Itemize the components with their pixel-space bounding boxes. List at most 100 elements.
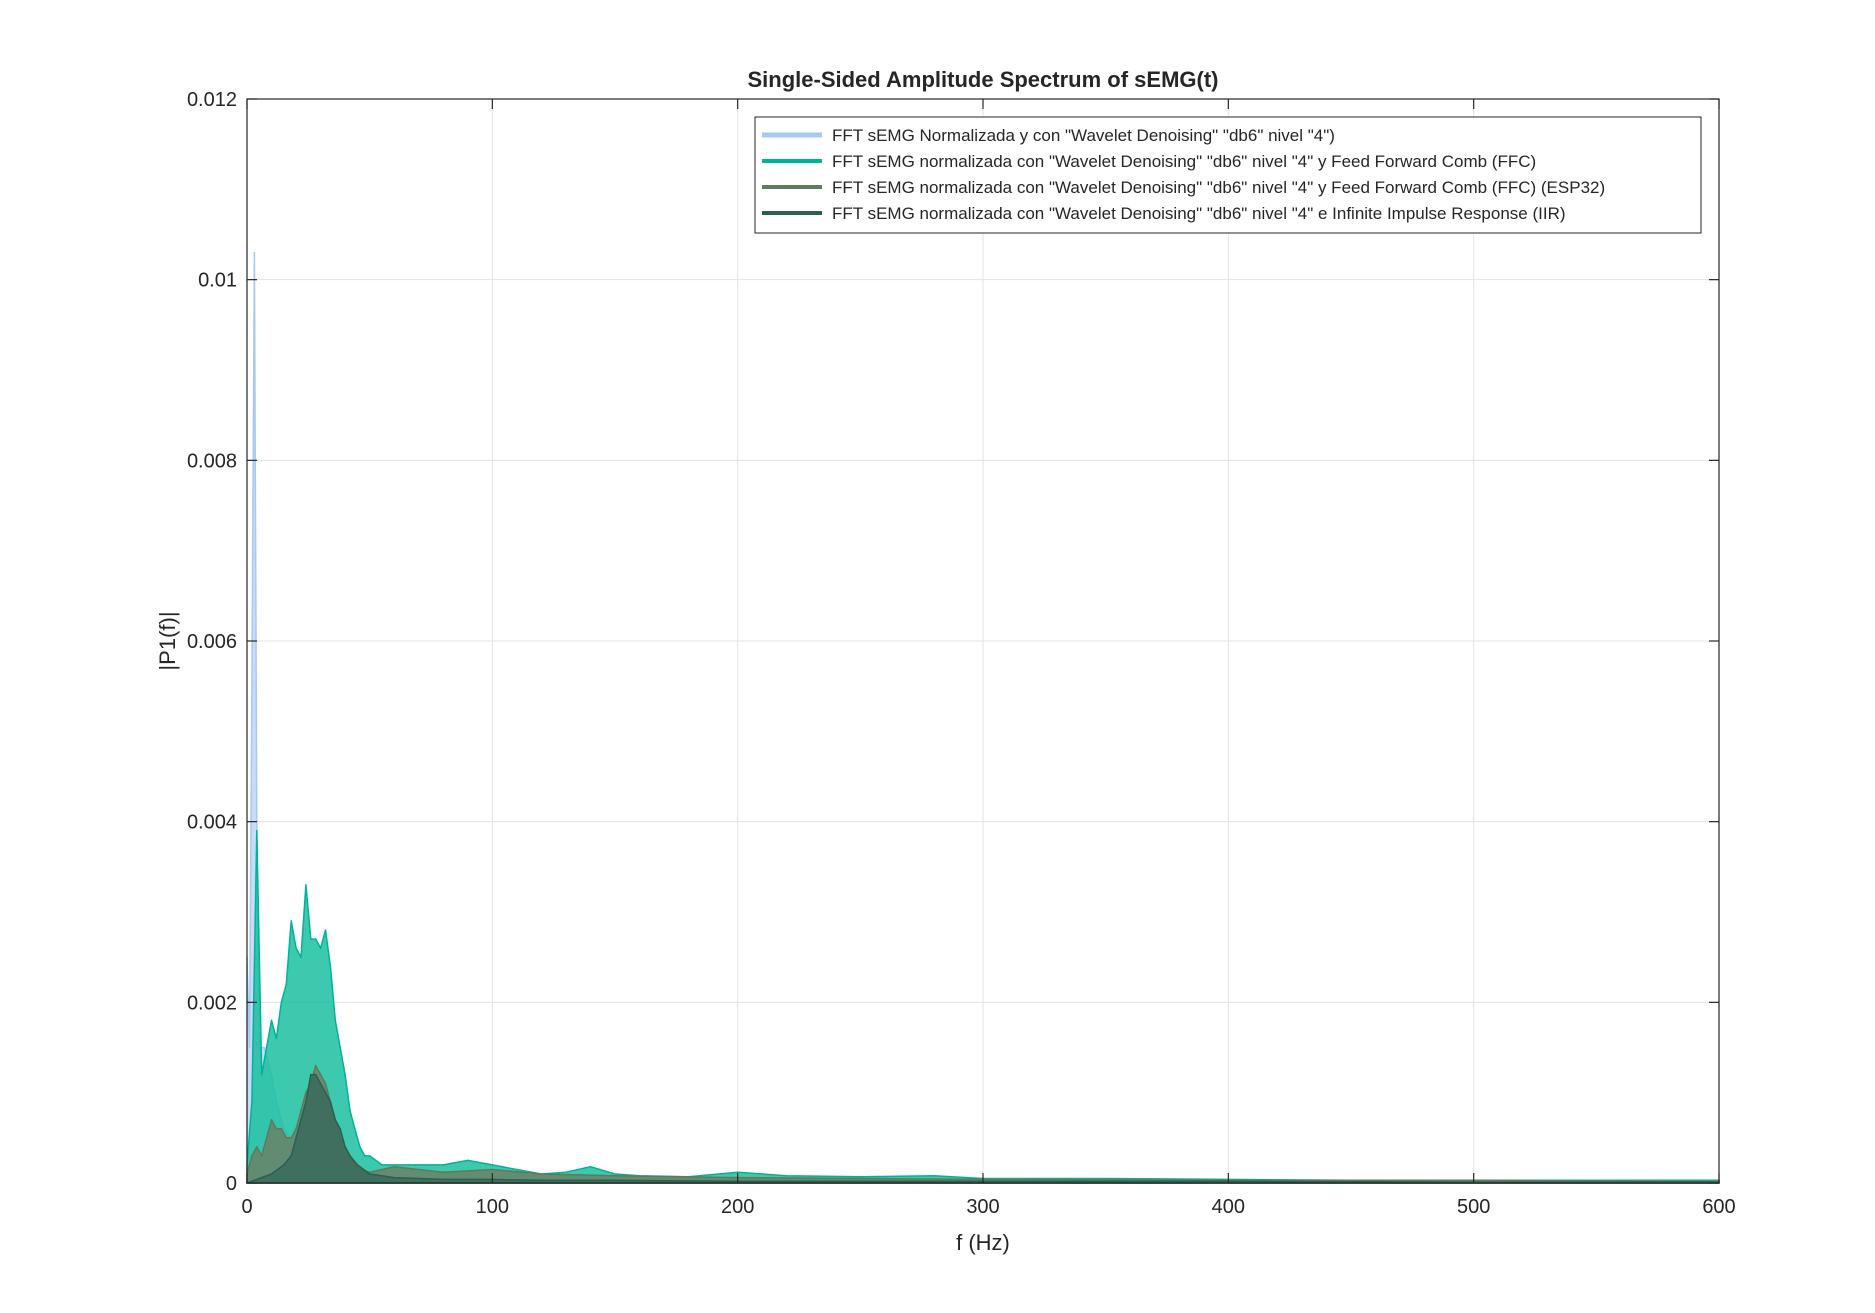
series-layer (246, 251, 1720, 1184)
data-point (933, 1175, 935, 1177)
data-point (349, 1155, 351, 1157)
data-point (614, 1179, 616, 1182)
data-point (255, 829, 258, 832)
x-tick-label: 0 (241, 1196, 252, 1218)
data-point (393, 1164, 396, 1166)
chart-title: Single-Sided Amplitude Spectrum of sEMG(… (748, 67, 1219, 92)
data-point (260, 1155, 263, 1157)
data-point (540, 1179, 543, 1182)
data-point (368, 1155, 371, 1157)
axis-ticks: 0 100 200 300 400 500 600 0 0.002 0.004 0.006 0.008… (187, 89, 1736, 1218)
data-point (270, 1019, 273, 1022)
data-point (319, 1073, 322, 1076)
data-point (417, 1168, 420, 1171)
data-point (310, 938, 312, 940)
legend-entry: FFT sEMG normalizada con "Wavelet Denois… (832, 178, 1605, 197)
data-point (417, 1164, 420, 1166)
data-point (859, 1177, 862, 1180)
data-point (334, 1119, 337, 1121)
data-point (785, 1175, 788, 1177)
legend-entry: FFT sEMG Normalizada y con "Wavelet Deno… (832, 126, 1335, 145)
y-tick-label: 0.002 (187, 992, 237, 1014)
data-point (305, 884, 307, 886)
data-point (859, 1175, 862, 1178)
y-tick-label: 0.004 (187, 812, 237, 834)
data-point (393, 1165, 396, 1168)
data-point (324, 929, 327, 931)
data-point (339, 1046, 342, 1049)
data-point (516, 1168, 518, 1171)
data-point (381, 1164, 383, 1166)
y-tick-label: 0.006 (187, 631, 237, 653)
data-point (314, 938, 317, 940)
y-tick-label: 0.008 (187, 450, 237, 472)
data-point (442, 1164, 445, 1166)
data-point (300, 1119, 302, 1121)
data-point (1104, 1177, 1107, 1180)
data-point (280, 1001, 283, 1004)
y-tick-label: 0.012 (187, 89, 237, 111)
data-point (334, 1019, 337, 1022)
data-point (565, 1171, 567, 1173)
data-point (275, 1037, 278, 1040)
data-point (614, 1175, 616, 1177)
data-point (260, 1073, 263, 1076)
legend: FFT sEMG Normalizada y con "Wavelet Deno… (754, 116, 1702, 234)
data-point (283, 1164, 285, 1166)
legend-entry: FFT sEMG normalizada con "Wavelet Denois… (832, 204, 1566, 223)
data-point (736, 1171, 739, 1173)
data-point (305, 1100, 307, 1103)
data-point (417, 1177, 420, 1180)
data-point (285, 983, 288, 986)
data-point (251, 1100, 253, 1103)
data-point (393, 1176, 396, 1179)
data-point (290, 1155, 293, 1157)
data-point (270, 1119, 273, 1121)
data-point (295, 1137, 297, 1139)
data-point (251, 1155, 253, 1157)
data-point (280, 1128, 283, 1130)
data-point (285, 1137, 288, 1139)
data-point (329, 965, 332, 967)
data-point (589, 1165, 592, 1168)
data-point (349, 1109, 351, 1112)
x-axis-label: f (Hz) (956, 1230, 1010, 1255)
data-point (314, 1073, 317, 1076)
data-point (359, 1146, 361, 1148)
data-point (540, 1173, 543, 1175)
y-axis-label: |P1(f)| (155, 611, 180, 670)
data-point (364, 1155, 366, 1157)
data-point (368, 1173, 371, 1175)
data-point (319, 1082, 322, 1085)
x-tick-label: 600 (1702, 1196, 1735, 1218)
data-point (290, 920, 293, 922)
x-tick-label: 500 (1457, 1196, 1490, 1218)
legend-entry: FFT sEMG normalizada con "Wavelet Denois… (832, 152, 1536, 171)
data-point (300, 1109, 302, 1112)
data-point (248, 1046, 251, 1049)
data-point (381, 1168, 383, 1171)
data-point (265, 1046, 268, 1049)
data-point (319, 947, 322, 949)
data-point (356, 1164, 359, 1166)
x-tick-label: 100 (476, 1196, 509, 1218)
data-point (263, 1046, 266, 1049)
data-point (442, 1171, 445, 1173)
data-point (344, 1146, 346, 1148)
data-point (368, 1171, 371, 1173)
data-point (381, 1175, 383, 1177)
grid-lines (247, 99, 1719, 1183)
data-point (614, 1173, 616, 1175)
data-point (270, 1173, 273, 1175)
y-tick-label: 0.01 (198, 270, 237, 292)
data-point (295, 1128, 297, 1130)
data-point (314, 1064, 317, 1067)
data-point (275, 1128, 278, 1130)
legend-box (754, 116, 1702, 234)
data-point (344, 1073, 346, 1076)
data-point (491, 1168, 494, 1171)
data-point (290, 1137, 293, 1139)
data-point (255, 1146, 258, 1148)
data-point (258, 1177, 261, 1180)
